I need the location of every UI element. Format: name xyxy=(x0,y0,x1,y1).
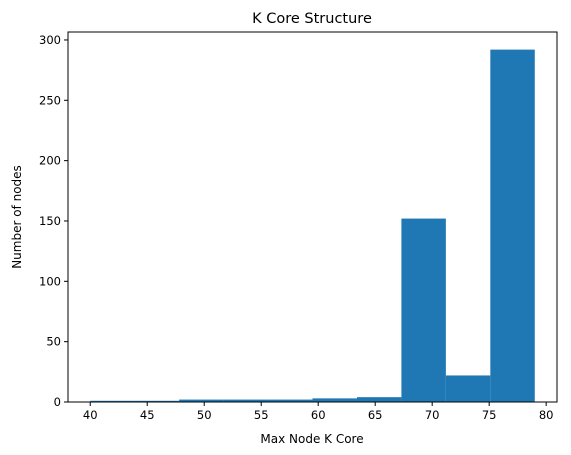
bars-group xyxy=(90,49,535,402)
x-tick-label: 65 xyxy=(368,408,383,422)
histogram-bar-7 xyxy=(356,397,402,402)
histogram-bar-4 xyxy=(223,399,269,402)
histogram-bar-1 xyxy=(90,400,135,402)
x-tick-label: 80 xyxy=(539,408,554,422)
x-tick-label: 45 xyxy=(140,408,155,422)
y-tick-label: 50 xyxy=(46,335,61,349)
y-axis: 0 50 100 150 200 250 300 xyxy=(39,33,68,409)
y-tick-label: 150 xyxy=(39,214,61,228)
y-axis-label: Number of nodes xyxy=(10,165,24,269)
x-axis: 40 45 50 55 60 65 70 75 80 xyxy=(83,402,554,422)
plot-frame xyxy=(67,31,558,403)
histogram-bar-5 xyxy=(268,399,313,402)
x-tick-label: 75 xyxy=(482,408,497,422)
x-tick-label: 55 xyxy=(254,408,269,422)
histogram-bar-9 xyxy=(445,375,491,402)
x-tick-label: 50 xyxy=(197,408,212,422)
x-tick-label: 60 xyxy=(311,408,326,422)
x-tick-label: 40 xyxy=(83,408,98,422)
x-tick-label: 70 xyxy=(425,408,440,422)
histogram-bar-3 xyxy=(179,399,224,402)
histogram-bar-10 xyxy=(490,49,535,402)
histogram-bar-8 xyxy=(401,218,446,402)
y-tick-label: 200 xyxy=(39,154,61,168)
histogram-bar-2 xyxy=(134,400,180,402)
y-tick-label: 100 xyxy=(39,274,61,288)
y-tick-label: 250 xyxy=(39,93,61,107)
chart-title: K Core Structure xyxy=(252,11,372,27)
histogram-bar-6 xyxy=(312,398,357,402)
y-tick-label: 300 xyxy=(39,33,61,47)
y-tick-label: 0 xyxy=(54,395,61,409)
x-axis-label: Max Node K Core xyxy=(260,432,363,446)
